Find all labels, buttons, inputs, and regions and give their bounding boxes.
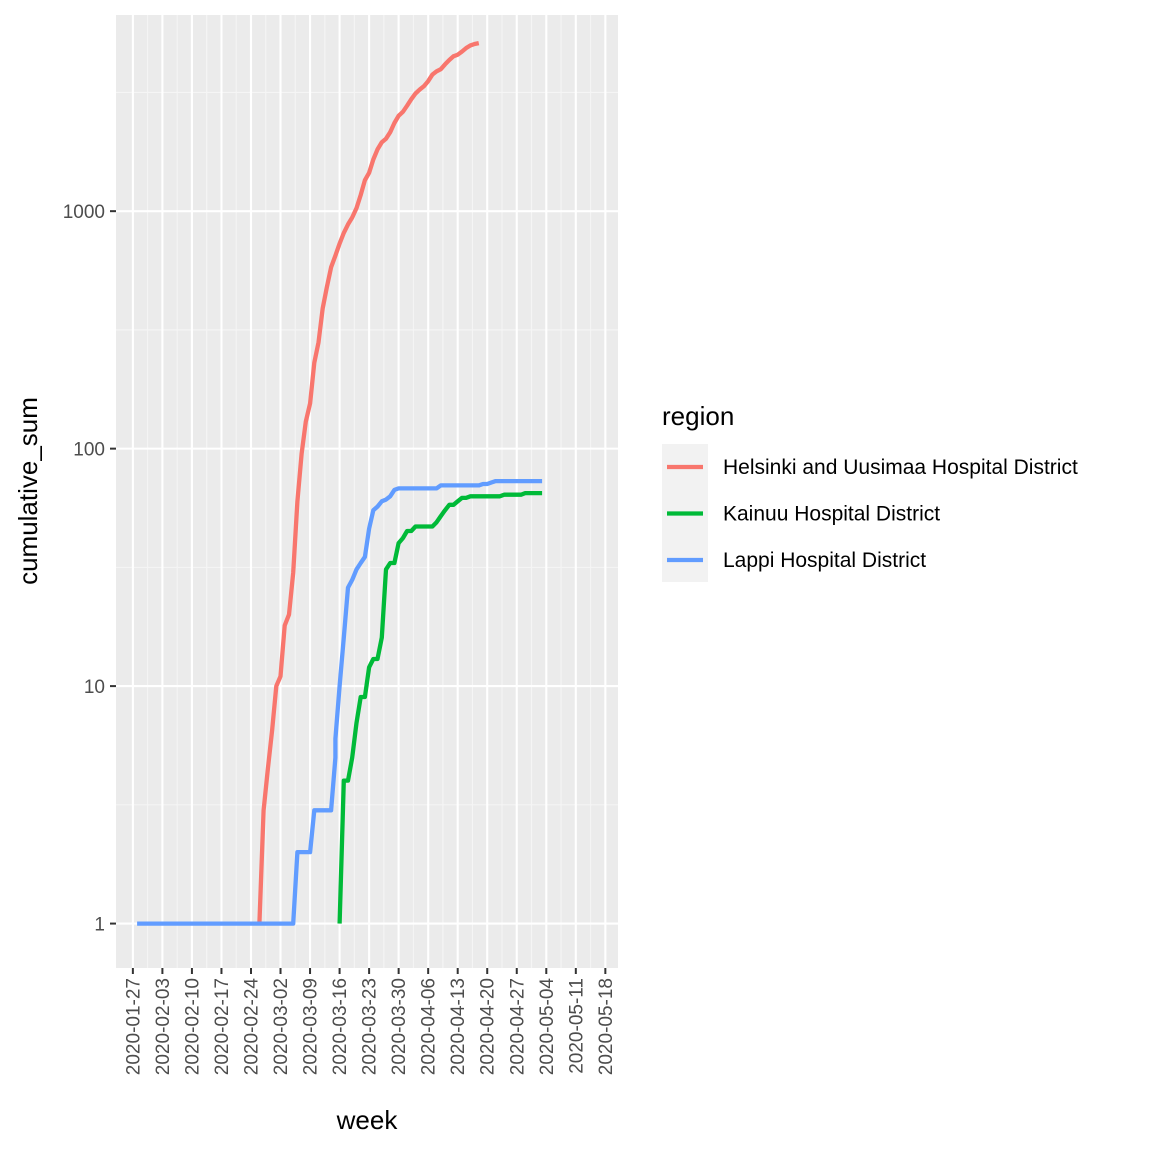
x-tick-label: 2020-03-30	[389, 978, 410, 1075]
legend-items: Helsinki and Uusimaa Hospital District Ka…	[667, 456, 1078, 572]
series-line-1	[257, 40, 480, 924]
x-tick-label: 2020-02-24	[241, 978, 262, 1076]
x-axis-title: week	[336, 1105, 399, 1135]
y-tick-label: 1000	[63, 202, 105, 223]
x-tick-label: 2020-04-27	[507, 978, 528, 1075]
x-tick-label: 2020-02-10	[182, 978, 203, 1075]
x-tick-label: 2020-05-11	[566, 978, 587, 1074]
y-axis-title: cumulative_sum	[13, 397, 43, 585]
legend: region Helsinki and Uusimaa Hospital Dis…	[662, 401, 1078, 582]
grid-major	[116, 15, 618, 968]
legend-label-1: Helsinki and Uusimaa Hospital District	[723, 456, 1078, 479]
x-tick-label: 2020-05-04	[537, 978, 558, 1076]
x-tick-label: 2020-04-13	[448, 978, 469, 1075]
legend-label-2: Kainuu Hospital District	[723, 503, 940, 526]
x-tick-label: 2020-03-09	[301, 978, 322, 1075]
x-tick-label: 2020-03-16	[330, 978, 351, 1075]
series-line-3	[137, 478, 543, 926]
x-tick-label: 2020-03-02	[271, 978, 292, 1075]
legend-title: region	[662, 401, 734, 431]
x-tick-label: 2020-04-20	[478, 978, 499, 1075]
y-tick-label: 10	[84, 677, 105, 698]
y-axis: 1 10 100 1000	[63, 202, 116, 936]
x-axis: 2020-01-27 2020-02-03 2020-02-10 2020-02-17…	[123, 968, 617, 1076]
series-layer	[137, 40, 543, 926]
legend-label-3: Lappi Hospital District	[723, 549, 926, 572]
x-tick-label: 2020-05-18	[596, 978, 617, 1075]
y-tick-label: 1	[94, 915, 105, 936]
y-tick-label: 100	[73, 440, 105, 461]
x-tick-label: 2020-04-06	[419, 978, 440, 1075]
x-tick-label: 2020-02-17	[212, 978, 233, 1075]
series-line-2	[337, 490, 543, 924]
x-tick-label: 2020-02-03	[153, 978, 174, 1075]
x-tick-label: 2020-03-23	[360, 978, 381, 1075]
grid-minor	[116, 15, 618, 968]
x-tick-label: 2020-01-27	[123, 978, 144, 1075]
